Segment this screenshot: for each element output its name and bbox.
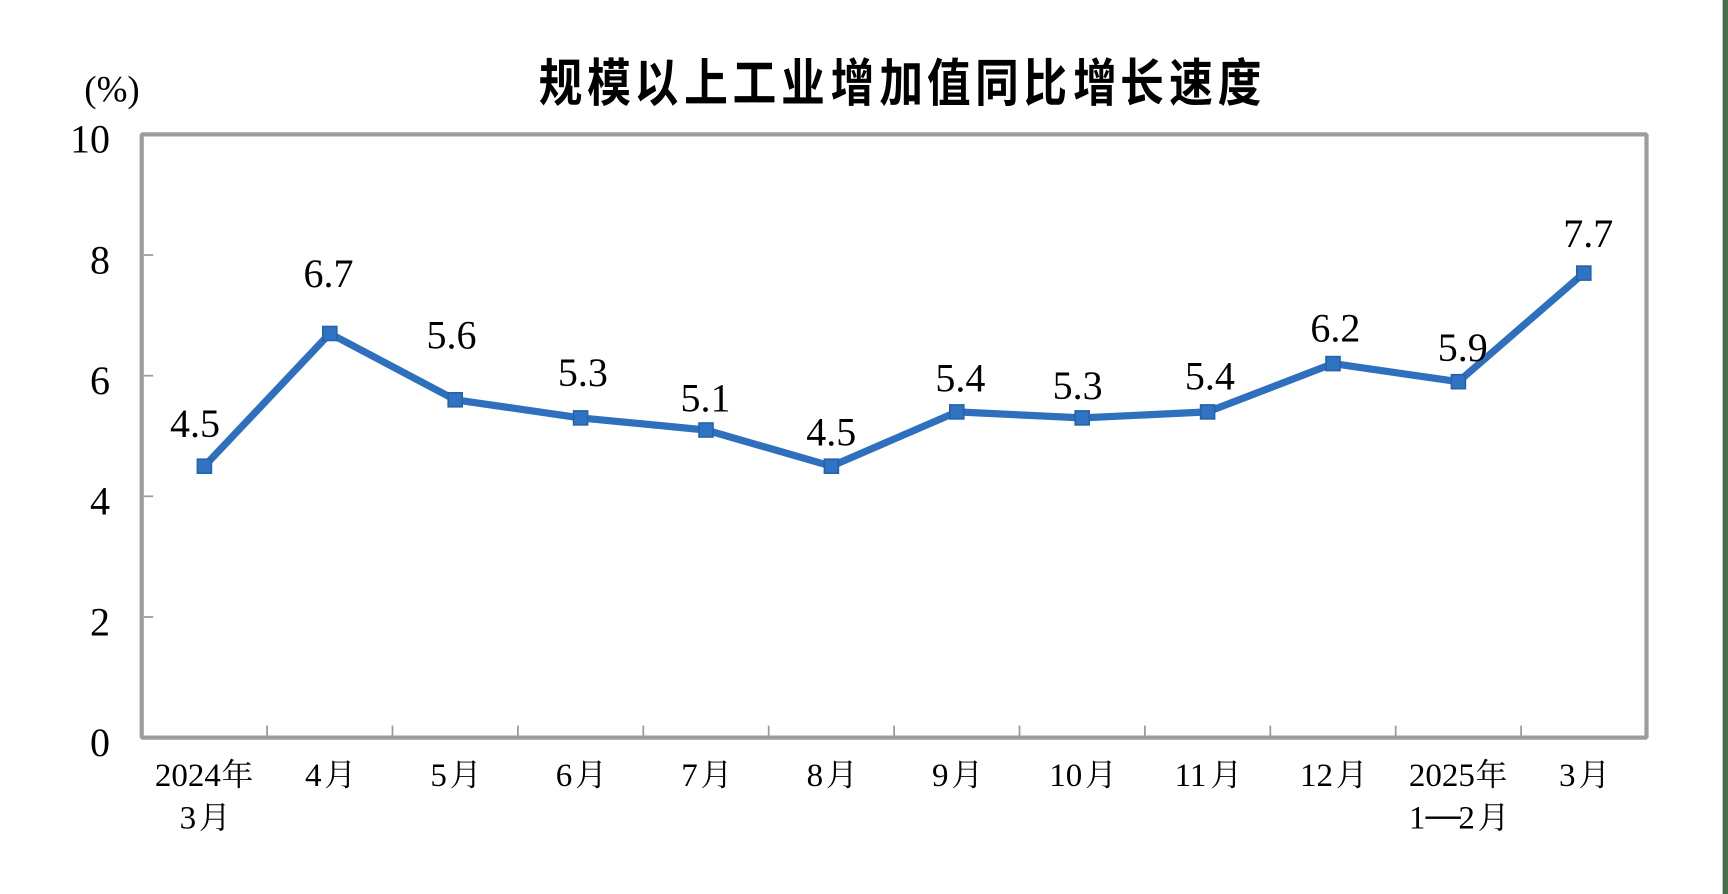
svg-text:8: 8 (807, 758, 824, 794)
svg-text:5.4: 5.4 (935, 356, 985, 401)
svg-text:2: 2 (90, 599, 110, 644)
svg-text:6.7: 6.7 (304, 251, 354, 296)
svg-text:12: 12 (1300, 758, 1333, 794)
svg-text:9: 9 (932, 758, 949, 794)
svg-text:3: 3 (180, 801, 197, 837)
svg-text:4.5: 4.5 (806, 409, 856, 454)
svg-text:(%): (%) (84, 70, 139, 111)
svg-text:6: 6 (90, 358, 110, 403)
svg-text:7: 7 (681, 758, 698, 794)
svg-text:11: 11 (1175, 758, 1207, 794)
svg-text:4: 4 (90, 479, 110, 524)
svg-text:4.5: 4.5 (170, 401, 220, 446)
svg-text:7.7: 7.7 (1563, 211, 1613, 256)
svg-text:5.3: 5.3 (1053, 363, 1103, 408)
svg-text:5.6: 5.6 (427, 312, 477, 357)
svg-text:5.4: 5.4 (1185, 353, 1235, 398)
svg-text:1: 1 (1409, 801, 1426, 837)
svg-text:5.1: 5.1 (681, 375, 731, 420)
svg-text:10: 10 (1049, 758, 1082, 794)
svg-text:5: 5 (430, 758, 447, 794)
svg-text:6.2: 6.2 (1310, 306, 1360, 351)
svg-text:2: 2 (1458, 801, 1475, 837)
svg-text:10: 10 (70, 117, 110, 162)
svg-text:2025: 2025 (1409, 758, 1475, 794)
svg-text:5.3: 5.3 (558, 350, 608, 395)
svg-text:5.9: 5.9 (1438, 325, 1488, 370)
svg-text:0: 0 (90, 720, 110, 765)
svg-text:2024: 2024 (155, 758, 221, 794)
svg-text:6: 6 (556, 758, 573, 794)
svg-text:8: 8 (90, 237, 110, 282)
svg-text:4: 4 (305, 758, 322, 794)
svg-text:3: 3 (1559, 758, 1576, 794)
